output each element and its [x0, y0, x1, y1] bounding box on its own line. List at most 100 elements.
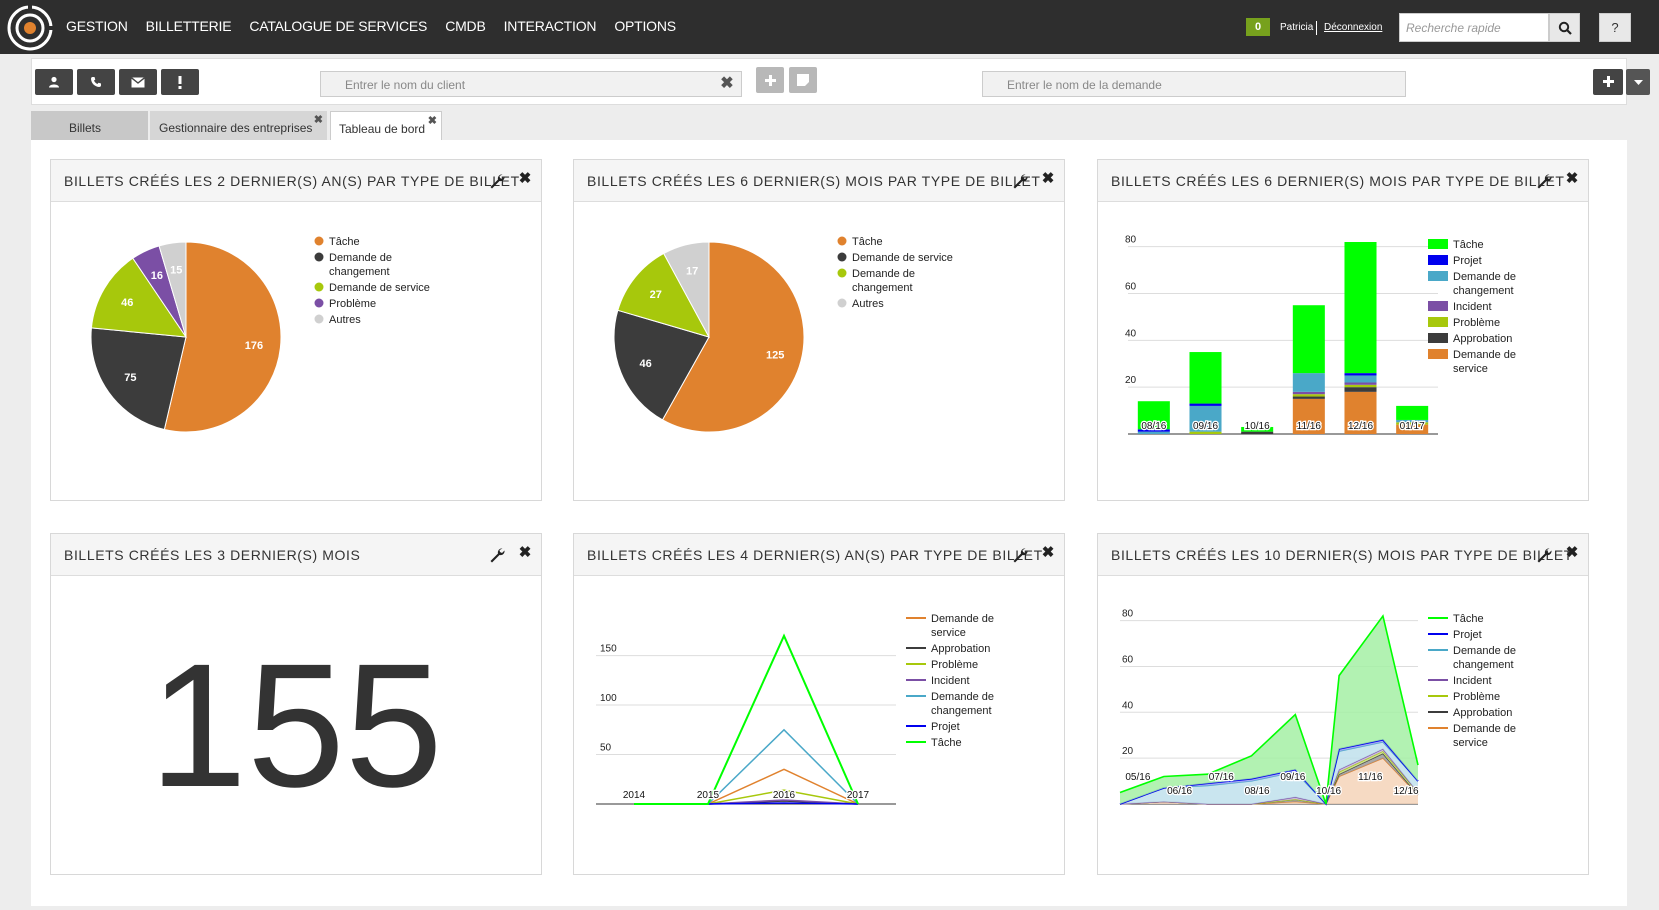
legend-swatch — [314, 298, 324, 308]
close-widget-icon[interactable]: ✖ — [1565, 544, 1579, 561]
pie-slice-tache — [163, 241, 282, 433]
widget-header[interactable]: BILLETS CRÉÉS LES 6 DERNIER(S) MOIS PAR … — [1098, 160, 1588, 202]
menu-interaction[interactable]: INTERACTION — [503, 18, 597, 34]
legend-label: Demande de — [852, 268, 915, 280]
legend-label: Problème — [1453, 691, 1500, 703]
tab-label: Billets — [69, 121, 102, 135]
close-widget-icon[interactable]: ✖ — [1041, 544, 1055, 561]
legend-label: Tâche — [852, 236, 883, 248]
user-icon — [49, 76, 59, 88]
bar-segment-demande-de-service — [1396, 424, 1429, 434]
bar-segment-probleme — [1292, 394, 1325, 397]
close-widget-icon[interactable]: ✖ — [1041, 170, 1055, 187]
email-button[interactable] — [119, 69, 157, 95]
bar-segment-tache — [1292, 305, 1325, 374]
close-widget-icon[interactable]: ✖ — [518, 544, 532, 561]
client-name-input[interactable]: Entrer le nom du client — [320, 71, 742, 97]
search-icon — [1558, 21, 1572, 35]
widget-title: BILLETS CRÉÉS LES 3 DERNIER(S) MOIS — [64, 547, 361, 563]
call-button[interactable] — [77, 69, 115, 95]
close-widget-icon[interactable]: ✖ — [1565, 170, 1579, 187]
widget-header[interactable]: BILLETS CRÉÉS LES 3 DERNIER(S) MOIS ✖ — [51, 534, 541, 576]
wrench-icon[interactable] — [489, 173, 505, 189]
x-tick-label: 06/16 — [1167, 786, 1192, 797]
legend-label: Projet — [1453, 629, 1482, 641]
add-client-button[interactable] — [756, 67, 784, 93]
menu-gestion[interactable]: GESTION — [66, 18, 128, 34]
legend-swatch — [1428, 271, 1448, 281]
close-tab-icon[interactable]: ✖ — [313, 114, 323, 126]
add-dropdown-button[interactable] — [1626, 69, 1650, 95]
legend-label: Demande de — [1453, 271, 1516, 283]
bar-segment-approbation — [1241, 431, 1274, 434]
request-name-input[interactable]: Entrer le nom de la demande — [982, 71, 1406, 97]
x-tick-label: 01/17 — [1400, 421, 1425, 432]
legend-label: Projet — [1453, 255, 1482, 267]
area-line-tache — [1119, 614, 1419, 805]
menu-cmdb[interactable]: CMDB — [445, 18, 486, 34]
bar-segment-demande-de-changement — [1292, 373, 1325, 392]
action-toolbar: Entrer le nom du client ✖ Entrer le nom … — [31, 58, 1650, 105]
legend-swatch — [837, 298, 847, 308]
legend-swatch — [1428, 239, 1448, 249]
tab-tableau-de-bord[interactable]: Tableau de bord ✖ — [330, 111, 442, 140]
wrench-icon[interactable] — [1012, 173, 1028, 189]
pie-slice-value: 16 — [151, 270, 163, 282]
clear-client-icon[interactable]: ✖ — [720, 75, 734, 92]
menu-options[interactable]: OPTIONS — [614, 18, 676, 34]
pie-slice-value: 46 — [121, 297, 133, 309]
new-contact-button[interactable] — [35, 69, 73, 95]
notification-badge[interactable]: 0 — [1246, 18, 1270, 36]
bar-segment-demande-de-service — [1292, 398, 1325, 434]
add-request-button[interactable] — [1593, 69, 1623, 95]
client-card-button[interactable] — [789, 67, 817, 93]
bar-segment-demande-de-changement — [1344, 375, 1377, 383]
pie-slice-value: 15 — [170, 264, 182, 276]
bar-segment-tache — [1344, 242, 1377, 374]
widget-header[interactable]: BILLETS CRÉÉS LES 2 DERNIER(S) AN(S) PAR… — [51, 160, 541, 202]
tab-billets[interactable]: Billets — [31, 111, 148, 140]
widget-header[interactable]: BILLETS CRÉÉS LES 4 DERNIER(S) AN(S) PAR… — [574, 534, 1064, 576]
x-tick-label: 12/16 — [1348, 421, 1373, 432]
x-tick-label: 10/16 — [1245, 421, 1270, 432]
search-button[interactable] — [1549, 13, 1580, 42]
y-tick-label: 80 — [1125, 235, 1137, 246]
pie-slice-value: 27 — [650, 289, 662, 301]
incident-button[interactable] — [161, 69, 199, 95]
widget-pie-6mois: BILLETS CRÉÉS LES 6 DERNIER(S) MOIS PAR … — [573, 159, 1065, 501]
main-menu: GESTION BILLETTERIE CATALOGUE DE SERVICE… — [66, 18, 694, 34]
wrench-icon[interactable] — [489, 547, 505, 563]
close-widget-icon[interactable]: ✖ — [518, 170, 532, 187]
widget-area-10mois: BILLETS CRÉÉS LES 10 DERNIER(S) MOIS PAR… — [1097, 533, 1589, 875]
y-tick-label: 50 — [600, 743, 612, 754]
logout-link[interactable]: Déconnexion — [1324, 22, 1383, 33]
help-button[interactable]: ? — [1599, 13, 1631, 42]
menu-catalogue-services[interactable]: CATALOGUE DE SERVICES — [249, 18, 428, 34]
bar-segment-probleme — [1189, 431, 1222, 434]
tab-gestionnaire-entreprises[interactable]: Gestionnaire des entreprises ✖ — [150, 111, 327, 140]
legend-swatch — [1428, 317, 1448, 327]
widget-body: 20 40 60 80 05/16 06/16 07/16 08/16 09/16 10/16 11… — [1098, 576, 1588, 874]
wrench-icon[interactable] — [1536, 173, 1552, 189]
area-fill-demande-de-changement — [1120, 742, 1418, 804]
widget-header[interactable]: BILLETS CRÉÉS LES 10 DERNIER(S) MOIS PAR… — [1098, 534, 1588, 576]
wrench-icon[interactable] — [1536, 547, 1552, 563]
legend-label: service — [931, 627, 966, 639]
stacked-bar-chart: 20 40 60 80 08/16 09/16 10/16 11/16 12/16 01/17 Tâ… — [1125, 235, 1516, 435]
legend-label: Problème — [329, 298, 376, 310]
y-tick-label: 150 — [600, 644, 617, 655]
line-chart: 50 100 150 2014 2015 2016 2017 Demande de servic… — [596, 613, 994, 805]
legend-label: Demande de — [1453, 349, 1516, 361]
quick-search-input[interactable]: Recherche rapide — [1399, 13, 1549, 42]
x-tick-label: 08/16 — [1245, 786, 1270, 797]
x-tick-label: 05/16 — [1125, 772, 1150, 783]
menu-billetterie[interactable]: BILLETTERIE — [145, 18, 232, 34]
widget-pie-2ans: BILLETS CRÉÉS LES 2 DERNIER(S) AN(S) PAR… — [50, 159, 542, 501]
widget-body: 125 46 27 17 Tâche Demande de service Demande … — [574, 202, 1064, 500]
app-logo[interactable] — [6, 4, 54, 52]
legend-label: Tâche — [1453, 613, 1484, 625]
wrench-icon[interactable] — [1012, 547, 1028, 563]
close-tab-icon[interactable]: ✖ — [427, 115, 437, 127]
widget-header[interactable]: BILLETS CRÉÉS LES 6 DERNIER(S) MOIS PAR … — [574, 160, 1064, 202]
legend-label: Demande de — [329, 252, 392, 264]
